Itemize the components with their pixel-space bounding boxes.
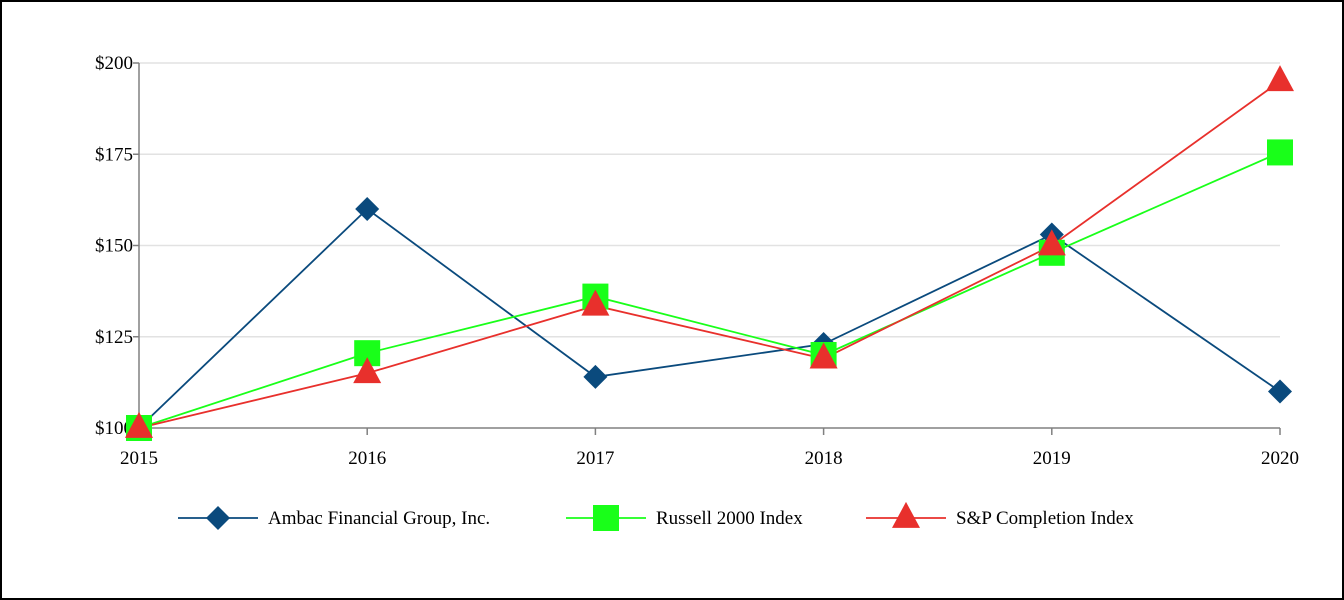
legend-label: Russell 2000 Index bbox=[656, 508, 803, 529]
legend: Ambac Financial Group, Inc. Russell 2000 … bbox=[178, 501, 1134, 531]
data-point-square bbox=[1267, 139, 1293, 166]
data-point-triangle bbox=[1037, 229, 1066, 256]
data-point-triangle bbox=[353, 357, 382, 384]
data-point-triangle bbox=[809, 342, 838, 369]
series-markers bbox=[125, 65, 1294, 441]
series-line-square bbox=[138, 151, 1281, 429]
x-tick-label: 2015 bbox=[120, 448, 158, 469]
data-point-diamond bbox=[1268, 379, 1292, 404]
legend-label: S&P Completion Index bbox=[956, 508, 1134, 529]
data-point-diamond bbox=[583, 364, 608, 389]
legend-marker-triangle bbox=[892, 501, 920, 528]
y-tick-label: $200 bbox=[95, 53, 133, 74]
y-tick-label: $150 bbox=[95, 236, 133, 257]
data-point-diamond bbox=[355, 197, 380, 221]
x-tick-label: 2020 bbox=[1261, 448, 1299, 469]
series-line-diamond bbox=[138, 207, 1281, 429]
data-point-triangle bbox=[1266, 65, 1294, 92]
series-lines bbox=[138, 80, 1281, 429]
data-point-triangle bbox=[125, 411, 153, 438]
y-tick-label: $100 bbox=[95, 418, 133, 439]
x-tick-labels: 2015 2016 2017 2018 2019 2020 bbox=[120, 448, 1299, 469]
series-line-triangle bbox=[138, 80, 1281, 429]
y-tick-labels: $100 $125 $150 $175 $200 bbox=[95, 53, 133, 439]
legend-marker-square bbox=[593, 505, 619, 531]
gridlines bbox=[139, 62, 1280, 338]
y-tick-label: $175 bbox=[95, 144, 133, 165]
x-tick-label: 2016 bbox=[348, 448, 386, 469]
x-tick-label: 2018 bbox=[805, 448, 843, 469]
legend-label: Ambac Financial Group, Inc. bbox=[268, 508, 490, 529]
data-point-triangle bbox=[581, 289, 610, 316]
axes bbox=[133, 62, 1281, 435]
x-tick-label: 2017 bbox=[576, 448, 614, 469]
x-tick-label: 2019 bbox=[1033, 448, 1071, 469]
legend-marker-diamond bbox=[206, 506, 230, 530]
y-tick-label: $125 bbox=[95, 327, 133, 348]
